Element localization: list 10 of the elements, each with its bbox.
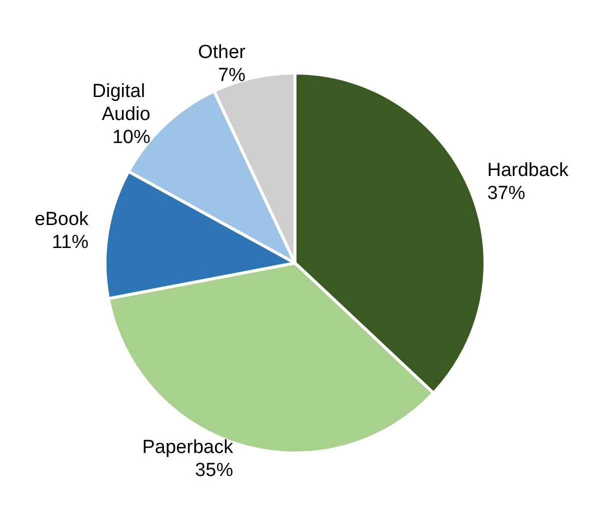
data-label: 11% [52, 232, 89, 254]
data-label: 37% [487, 182, 526, 204]
slice-label: Paperback [142, 436, 234, 458]
slice-label: Hardback [487, 160, 570, 181]
data-label: 10% [112, 126, 150, 148]
slice-label: Other [198, 42, 246, 63]
data-label: 35% [195, 460, 234, 481]
data-label: 7% [218, 64, 246, 86]
slice-label: Digital Audio [92, 80, 150, 125]
slice-label: eBook [34, 209, 90, 230]
